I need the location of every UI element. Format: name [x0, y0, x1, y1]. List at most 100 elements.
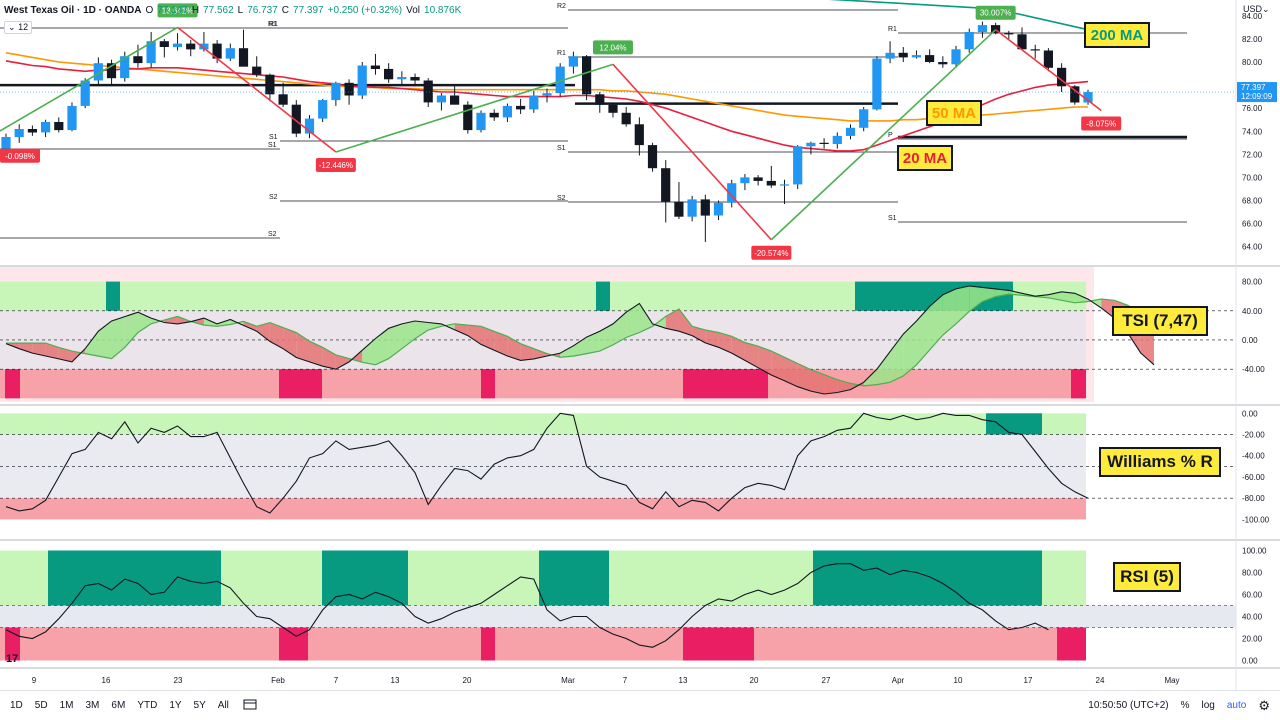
candle: [793, 146, 803, 185]
tsi-fill: [639, 303, 653, 333]
rsi-oversold-block: [683, 627, 754, 661]
tsi-fill: [982, 287, 996, 302]
candle: [463, 104, 473, 131]
rsi-oversold-block: [1057, 627, 1086, 661]
williams-pane: [0, 412, 1236, 520]
time-tick: 9: [32, 676, 37, 685]
candle: [252, 66, 262, 75]
timeframe-1y-button[interactable]: 1Y: [169, 700, 182, 711]
tsi-fill: [890, 334, 904, 383]
timeframe-3m-button[interactable]: 3M: [85, 700, 100, 711]
osc-tick: -40.00: [1242, 452, 1265, 461]
time-tick: 13: [679, 676, 688, 685]
pivot-label-s1: S1: [888, 215, 897, 222]
pivot-label-r1: R1: [269, 21, 278, 28]
osc-tick: 40.00: [1242, 613, 1263, 622]
tsi-fill: [124, 312, 138, 348]
candle: [291, 104, 301, 134]
candle: [872, 58, 882, 110]
candle: [845, 127, 856, 136]
tsi-fill: [903, 321, 917, 376]
zigzag-label-box: [975, 5, 1016, 20]
candle: [476, 112, 486, 131]
close-value: 77.397: [293, 4, 324, 16]
price-tick: 84.00: [1242, 12, 1263, 21]
last-price-tag: [1237, 82, 1277, 103]
candle: [977, 25, 987, 32]
tsi-fill: [797, 363, 811, 392]
timeframe-5d-button[interactable]: 5D: [34, 700, 48, 711]
tsi-fill: [481, 326, 495, 351]
tsi-oversold-block: [5, 369, 20, 399]
indicator-count-badge[interactable]: ⌄ 12: [4, 21, 33, 34]
candle: [370, 65, 380, 69]
open-value: 77.147: [157, 4, 188, 16]
tsi-fill: [243, 321, 257, 332]
tsi-overbought-block: [106, 281, 120, 311]
timeframe-all-button[interactable]: All: [217, 700, 229, 711]
zigzag-label-box: [1081, 116, 1122, 131]
tsi-pane: [0, 267, 1236, 402]
timeframe-1m-button[interactable]: 1M: [59, 700, 74, 711]
wr-zone-lower: [0, 498, 1086, 520]
candle: [819, 142, 829, 144]
candle: [806, 142, 816, 147]
candle: [753, 177, 763, 181]
timeframe-5y-button[interactable]: 5Y: [193, 700, 206, 711]
zigzag-label-box: [157, 3, 198, 18]
osc-tick: 0.00: [1242, 657, 1258, 666]
candle: [1083, 92, 1093, 103]
zigzag-label-box: [751, 245, 792, 260]
gear-icon[interactable]: ⚙: [1258, 697, 1270, 713]
tsi-fill: [283, 327, 297, 358]
candle: [436, 95, 446, 103]
candle: [832, 135, 842, 144]
log-toggle[interactable]: log: [1201, 700, 1215, 711]
timeframe-ytd-button[interactable]: YTD: [137, 700, 158, 711]
candle: [54, 122, 64, 131]
tsi-fill: [1061, 291, 1075, 303]
candle: [265, 74, 275, 95]
candle: [450, 95, 460, 105]
tsi-fill: [863, 369, 877, 386]
clock-time[interactable]: 10:50:50 (UTC+2): [1088, 700, 1169, 711]
osc-tick: 100.00: [1242, 547, 1267, 556]
tsi-fill: [322, 347, 336, 370]
ma50-callout: 50 MA: [926, 100, 982, 126]
candle: [595, 94, 605, 105]
tsi-fill: [916, 306, 930, 365]
candle: [740, 177, 750, 184]
calendar-range-icon[interactable]: [243, 698, 257, 713]
candle: [568, 56, 578, 67]
candle: [516, 105, 526, 110]
candle: [925, 55, 935, 62]
candle: [384, 68, 394, 80]
tsi-fill: [401, 321, 416, 349]
tsi-fill: [32, 343, 46, 357]
symbol-title[interactable]: West Texas Oil · 1D · OANDA: [4, 4, 142, 16]
currency-label[interactable]: USD⌄: [1243, 4, 1270, 14]
price-pane: R1S1S2R1S1S2R2R1S1S2R1PS1-0.098%13.641%-…: [0, 0, 1236, 260]
tsi-fill: [19, 343, 33, 354]
candle: [120, 56, 130, 79]
candle: [489, 112, 499, 118]
percent-toggle[interactable]: %: [1180, 700, 1190, 711]
chart-canvas[interactable]: R1S1S2R1S1S2R2R1S1S2R1PS1-0.098%13.641%-…: [0, 0, 1280, 690]
ma20-callout: 20 MA: [897, 145, 953, 171]
zigzag-segment: [612, 63, 772, 241]
indicator-count: 12: [18, 22, 29, 32]
candle: [80, 80, 90, 106]
zigzag-segment: [0, 26, 178, 132]
osc-tick: -80.00: [1242, 494, 1265, 503]
symbol-legend[interactable]: West Texas Oil · 1D · OANDA O 77.147 H 77.…: [0, 0, 461, 20]
candle: [304, 118, 315, 134]
price-axis: 64.0066.0068.0070.0072.0074.0076.0078.00…: [0, 0, 1280, 690]
timeframe-1d-button[interactable]: 1D: [10, 700, 23, 711]
candle: [898, 52, 908, 58]
time-axis: 9 16 23 Feb 7 13 20 Mar 7 13 20 27 Apr 10 17 24 May 17: [6, 653, 1180, 685]
auto-toggle[interactable]: auto: [1226, 700, 1247, 711]
timeframe-6m-button[interactable]: 6M: [111, 700, 126, 711]
williams-callout: Williams % R: [1099, 447, 1221, 477]
price-tick: 70.00: [1242, 173, 1263, 182]
